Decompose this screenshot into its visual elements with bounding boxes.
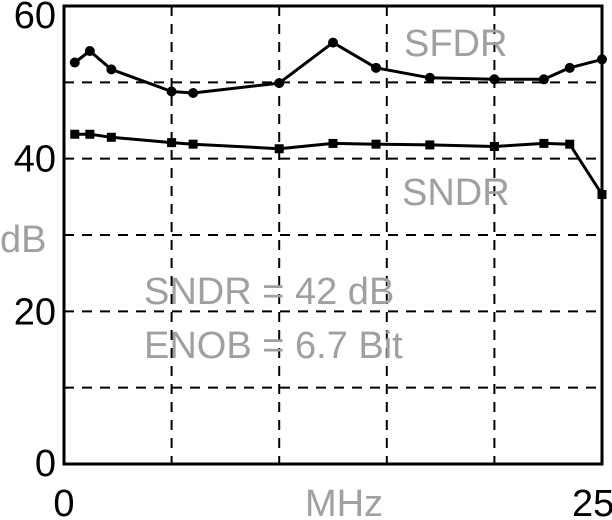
y-tick-label: 0 (35, 443, 56, 485)
x-tick-label: 25 (572, 483, 612, 520)
sfdr-point (538, 74, 549, 85)
y-tick-label: 60 (14, 0, 56, 37)
sndr-point (539, 138, 549, 148)
sndr-point (70, 129, 80, 139)
series-layer (69, 37, 607, 200)
sndr-point (328, 138, 338, 148)
y-tick-label: 20 (14, 291, 56, 333)
sfdr-point (84, 46, 95, 57)
sfdr-point (188, 88, 199, 99)
sfdr-line (73, 41, 603, 95)
sfdr-point (597, 54, 607, 65)
tick-labels: 0 20 40 60 0 25 (14, 0, 612, 520)
sndr-value-annotation: SNDR = 42 dB (144, 271, 394, 313)
sfdr-series-label: SFDR (404, 23, 507, 65)
grid-lines (64, 6, 602, 464)
sndr-point (565, 139, 575, 149)
sndr-series-label: SNDR (402, 172, 510, 214)
sfdr-point (328, 37, 338, 48)
sfdr-point (564, 62, 575, 73)
sfdr-point (424, 72, 435, 83)
x-tick-label: 0 (53, 483, 74, 520)
sndr-point (167, 138, 177, 148)
y-tick-label: 40 (14, 139, 56, 181)
sndr-point (188, 139, 198, 149)
sndr-point (106, 132, 116, 142)
sfdr-point (371, 62, 382, 73)
sfdr-point (489, 74, 500, 85)
y-axis-label: dB (0, 219, 46, 261)
sfdr-point (69, 57, 80, 68)
sndr-point (274, 144, 284, 154)
plot-frame (62, 4, 604, 466)
sfdr-point (106, 64, 117, 75)
sndr-point (85, 129, 95, 139)
sndr-point (371, 139, 381, 149)
sfdr-point (166, 86, 177, 97)
sndr-point (489, 141, 499, 151)
sndr-point (425, 140, 435, 150)
sndr-point (597, 190, 607, 200)
sndr-line (74, 132, 604, 196)
sfdr-point (274, 78, 285, 89)
enob-value-annotation: ENOB = 6.7 Bit (144, 325, 403, 367)
x-axis-label: MHz (305, 483, 383, 520)
